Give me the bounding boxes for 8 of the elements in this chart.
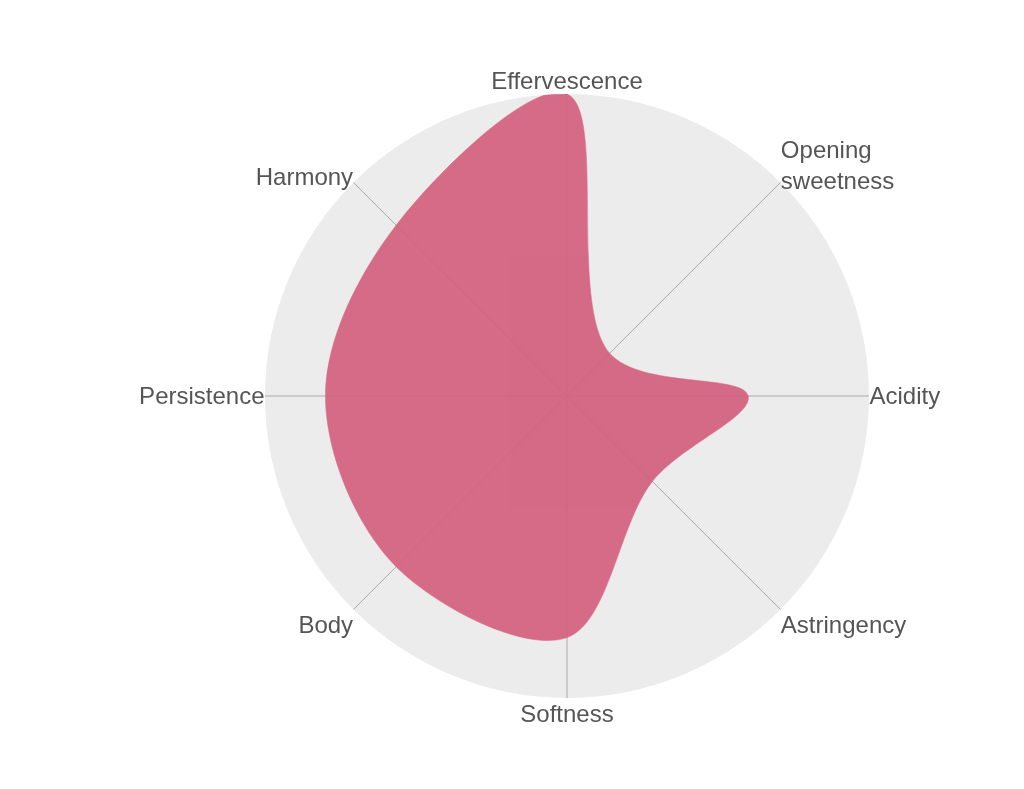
spoke-label: Astringency	[780, 610, 907, 638]
spoke-label: Softness	[520, 700, 614, 728]
spoke-label: Effervescence	[491, 66, 643, 94]
spoke-label: Harmony	[255, 162, 354, 190]
spoke-label: Acidity	[869, 382, 941, 410]
spoke-label: Opening sweetness	[780, 136, 895, 195]
spoke-label: Body	[298, 610, 354, 638]
spoke-label: Persistence	[139, 382, 265, 410]
